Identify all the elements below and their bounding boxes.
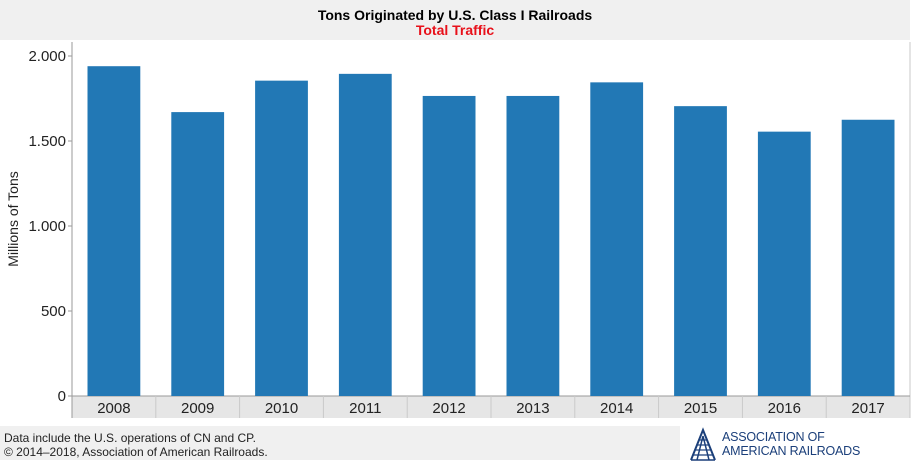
bar-2013 bbox=[506, 95, 560, 396]
x-tick-label: 2014 bbox=[600, 400, 633, 417]
x-tick-label: 2011 bbox=[349, 400, 381, 417]
railroad-track-icon bbox=[690, 427, 716, 461]
title-band: Tons Originated by U.S. Class I Railroad… bbox=[0, 0, 910, 40]
data-note: Data include the U.S. operations of CN a… bbox=[4, 431, 256, 445]
bar-2017 bbox=[841, 119, 895, 396]
chart-title: Tons Originated by U.S. Class I Railroad… bbox=[317, 7, 593, 23]
bar-2014 bbox=[590, 82, 644, 396]
bar-2011 bbox=[338, 73, 392, 396]
chart-subtitle: Total Traffic bbox=[415, 22, 495, 38]
bar-2010 bbox=[255, 80, 308, 397]
y-tick-label: 1.000 bbox=[28, 218, 66, 235]
x-tick-label: 2013 bbox=[516, 400, 549, 417]
bar-chart: 0 500 1.000 1.500 2.000 Millions of Tons 2008 2… bbox=[5, 42, 911, 418]
x-tick-label: 2016 bbox=[768, 400, 801, 417]
y-tick-label: 0 bbox=[58, 388, 66, 405]
x-tick-label: 2008 bbox=[97, 400, 130, 417]
y-tick-label: 2.000 bbox=[28, 48, 66, 65]
y-axis-title: Millions of Tons bbox=[5, 171, 21, 266]
x-tick-label: 2009 bbox=[181, 400, 214, 417]
footer-band bbox=[0, 426, 680, 460]
x-tick-label: 2012 bbox=[432, 400, 465, 417]
y-tick-label: 1.500 bbox=[28, 133, 66, 150]
x-tick-label: 2015 bbox=[684, 400, 717, 417]
logo-text-line1: ASSOCIATION OF bbox=[722, 430, 825, 444]
bar-2016 bbox=[757, 131, 811, 396]
bar-2012 bbox=[422, 95, 476, 396]
bar-2008 bbox=[87, 66, 141, 396]
aar-logo[interactable]: ASSOCIATION OF AMERICAN RAILROADS bbox=[688, 426, 910, 462]
y-tick-label: 500 bbox=[41, 303, 66, 320]
x-tick-label: 2017 bbox=[851, 400, 884, 417]
copyright-note: © 2014–2018, Association of American Rai… bbox=[4, 445, 268, 459]
logo-text-line2: AMERICAN RAILROADS bbox=[722, 444, 861, 458]
bar-2015 bbox=[674, 106, 727, 397]
bar-2009 bbox=[171, 112, 225, 396]
x-tick-label: 2010 bbox=[265, 400, 298, 417]
